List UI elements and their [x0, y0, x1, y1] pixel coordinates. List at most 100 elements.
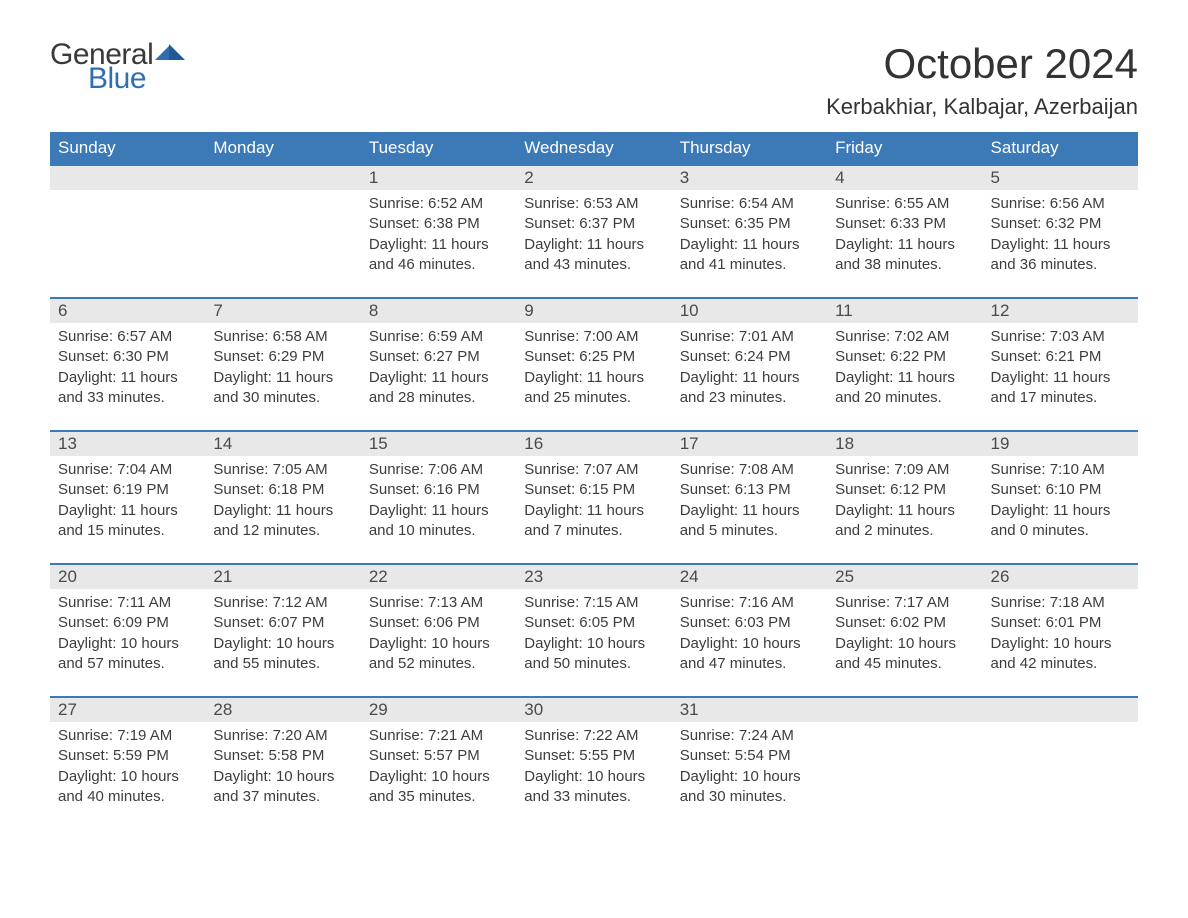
- day-number: [205, 166, 360, 190]
- day-number: 16: [516, 432, 671, 456]
- day-cell: 21Sunrise: 7:12 AMSunset: 6:07 PMDayligh…: [205, 565, 360, 678]
- day-number: 10: [672, 299, 827, 323]
- daylight-line: Daylight: 11 hours and 23 minutes.: [680, 368, 819, 409]
- day-cell: 8Sunrise: 6:59 AMSunset: 6:27 PMDaylight…: [361, 299, 516, 412]
- sunset-line: Sunset: 6:19 PM: [58, 480, 197, 500]
- day-body: Sunrise: 7:18 AMSunset: 6:01 PMDaylight:…: [983, 589, 1138, 678]
- sunrise-line: Sunrise: 6:53 AM: [524, 194, 663, 214]
- daylight-line: Daylight: 10 hours and 45 minutes.: [835, 634, 974, 675]
- sunrise-line: Sunrise: 7:04 AM: [58, 460, 197, 480]
- day-number: 30: [516, 698, 671, 722]
- sunset-line: Sunset: 6:24 PM: [680, 347, 819, 367]
- daylight-line: Daylight: 11 hours and 12 minutes.: [213, 501, 352, 542]
- day-body: Sunrise: 7:10 AMSunset: 6:10 PMDaylight:…: [983, 456, 1138, 545]
- day-number: 18: [827, 432, 982, 456]
- day-number: 6: [50, 299, 205, 323]
- sunrise-line: Sunrise: 7:05 AM: [213, 460, 352, 480]
- sunrise-line: Sunrise: 7:22 AM: [524, 726, 663, 746]
- daylight-line: Daylight: 11 hours and 10 minutes.: [369, 501, 508, 542]
- day-body: Sunrise: 6:57 AMSunset: 6:30 PMDaylight:…: [50, 323, 205, 412]
- day-cell: 23Sunrise: 7:15 AMSunset: 6:05 PMDayligh…: [516, 565, 671, 678]
- day-number: 13: [50, 432, 205, 456]
- week-row: 27Sunrise: 7:19 AMSunset: 5:59 PMDayligh…: [50, 696, 1138, 811]
- day-body: Sunrise: 7:20 AMSunset: 5:58 PMDaylight:…: [205, 722, 360, 811]
- day-cell: [827, 698, 982, 811]
- sunrise-line: Sunrise: 6:54 AM: [680, 194, 819, 214]
- sunrise-line: Sunrise: 7:02 AM: [835, 327, 974, 347]
- day-number: 15: [361, 432, 516, 456]
- sunrise-line: Sunrise: 7:24 AM: [680, 726, 819, 746]
- daylight-line: Daylight: 11 hours and 17 minutes.: [991, 368, 1130, 409]
- day-body: Sunrise: 7:19 AMSunset: 5:59 PMDaylight:…: [50, 722, 205, 811]
- day-cell: 28Sunrise: 7:20 AMSunset: 5:58 PMDayligh…: [205, 698, 360, 811]
- day-cell: 18Sunrise: 7:09 AMSunset: 6:12 PMDayligh…: [827, 432, 982, 545]
- day-body: [983, 722, 1138, 730]
- day-body: Sunrise: 7:04 AMSunset: 6:19 PMDaylight:…: [50, 456, 205, 545]
- logo-text-blue: Blue: [88, 64, 185, 94]
- day-body: Sunrise: 7:00 AMSunset: 6:25 PMDaylight:…: [516, 323, 671, 412]
- sunset-line: Sunset: 6:15 PM: [524, 480, 663, 500]
- sunrise-line: Sunrise: 6:56 AM: [991, 194, 1130, 214]
- daylight-line: Daylight: 10 hours and 55 minutes.: [213, 634, 352, 675]
- day-number: 3: [672, 166, 827, 190]
- sunset-line: Sunset: 6:10 PM: [991, 480, 1130, 500]
- day-number: 19: [983, 432, 1138, 456]
- day-number: 2: [516, 166, 671, 190]
- weeks-container: 1Sunrise: 6:52 AMSunset: 6:38 PMDaylight…: [50, 164, 1138, 811]
- weekday-cell: Sunday: [50, 132, 205, 164]
- day-number: [827, 698, 982, 722]
- day-number: 8: [361, 299, 516, 323]
- day-cell: 3Sunrise: 6:54 AMSunset: 6:35 PMDaylight…: [672, 166, 827, 279]
- sunrise-line: Sunrise: 6:58 AM: [213, 327, 352, 347]
- day-cell: 26Sunrise: 7:18 AMSunset: 6:01 PMDayligh…: [983, 565, 1138, 678]
- day-body: Sunrise: 7:13 AMSunset: 6:06 PMDaylight:…: [361, 589, 516, 678]
- sunset-line: Sunset: 6:05 PM: [524, 613, 663, 633]
- day-body: Sunrise: 7:02 AMSunset: 6:22 PMDaylight:…: [827, 323, 982, 412]
- day-body: Sunrise: 6:59 AMSunset: 6:27 PMDaylight:…: [361, 323, 516, 412]
- sunset-line: Sunset: 6:37 PM: [524, 214, 663, 234]
- week-row: 6Sunrise: 6:57 AMSunset: 6:30 PMDaylight…: [50, 297, 1138, 412]
- day-body: [205, 190, 360, 198]
- sunrise-line: Sunrise: 7:16 AM: [680, 593, 819, 613]
- day-cell: 24Sunrise: 7:16 AMSunset: 6:03 PMDayligh…: [672, 565, 827, 678]
- day-number: 29: [361, 698, 516, 722]
- day-body: Sunrise: 7:17 AMSunset: 6:02 PMDaylight:…: [827, 589, 982, 678]
- sunrise-line: Sunrise: 6:55 AM: [835, 194, 974, 214]
- day-number: 9: [516, 299, 671, 323]
- daylight-line: Daylight: 10 hours and 50 minutes.: [524, 634, 663, 675]
- day-cell: 20Sunrise: 7:11 AMSunset: 6:09 PMDayligh…: [50, 565, 205, 678]
- day-cell: 17Sunrise: 7:08 AMSunset: 6:13 PMDayligh…: [672, 432, 827, 545]
- day-body: Sunrise: 6:53 AMSunset: 6:37 PMDaylight:…: [516, 190, 671, 279]
- day-body: Sunrise: 7:09 AMSunset: 6:12 PMDaylight:…: [827, 456, 982, 545]
- sunrise-line: Sunrise: 7:17 AM: [835, 593, 974, 613]
- daylight-line: Daylight: 11 hours and 46 minutes.: [369, 235, 508, 276]
- day-cell: 12Sunrise: 7:03 AMSunset: 6:21 PMDayligh…: [983, 299, 1138, 412]
- day-body: [50, 190, 205, 198]
- title-block: October 2024 Kerbakhiar, Kalbajar, Azerb…: [826, 40, 1138, 120]
- sunset-line: Sunset: 5:58 PM: [213, 746, 352, 766]
- day-body: Sunrise: 7:06 AMSunset: 6:16 PMDaylight:…: [361, 456, 516, 545]
- daylight-line: Daylight: 11 hours and 30 minutes.: [213, 368, 352, 409]
- day-number: 1: [361, 166, 516, 190]
- daylight-line: Daylight: 11 hours and 43 minutes.: [524, 235, 663, 276]
- sunset-line: Sunset: 6:02 PM: [835, 613, 974, 633]
- day-cell: 2Sunrise: 6:53 AMSunset: 6:37 PMDaylight…: [516, 166, 671, 279]
- sunrise-line: Sunrise: 6:57 AM: [58, 327, 197, 347]
- day-cell: 29Sunrise: 7:21 AMSunset: 5:57 PMDayligh…: [361, 698, 516, 811]
- day-number: 26: [983, 565, 1138, 589]
- daylight-line: Daylight: 11 hours and 38 minutes.: [835, 235, 974, 276]
- sunrise-line: Sunrise: 7:13 AM: [369, 593, 508, 613]
- daylight-line: Daylight: 10 hours and 52 minutes.: [369, 634, 508, 675]
- daylight-line: Daylight: 11 hours and 41 minutes.: [680, 235, 819, 276]
- sunset-line: Sunset: 5:57 PM: [369, 746, 508, 766]
- day-number: 25: [827, 565, 982, 589]
- day-cell: 16Sunrise: 7:07 AMSunset: 6:15 PMDayligh…: [516, 432, 671, 545]
- daylight-line: Daylight: 11 hours and 0 minutes.: [991, 501, 1130, 542]
- sunrise-line: Sunrise: 6:59 AM: [369, 327, 508, 347]
- day-cell: 30Sunrise: 7:22 AMSunset: 5:55 PMDayligh…: [516, 698, 671, 811]
- day-number: 7: [205, 299, 360, 323]
- daylight-line: Daylight: 10 hours and 33 minutes.: [524, 767, 663, 808]
- day-number: 31: [672, 698, 827, 722]
- day-body: Sunrise: 7:24 AMSunset: 5:54 PMDaylight:…: [672, 722, 827, 811]
- sunrise-line: Sunrise: 7:00 AM: [524, 327, 663, 347]
